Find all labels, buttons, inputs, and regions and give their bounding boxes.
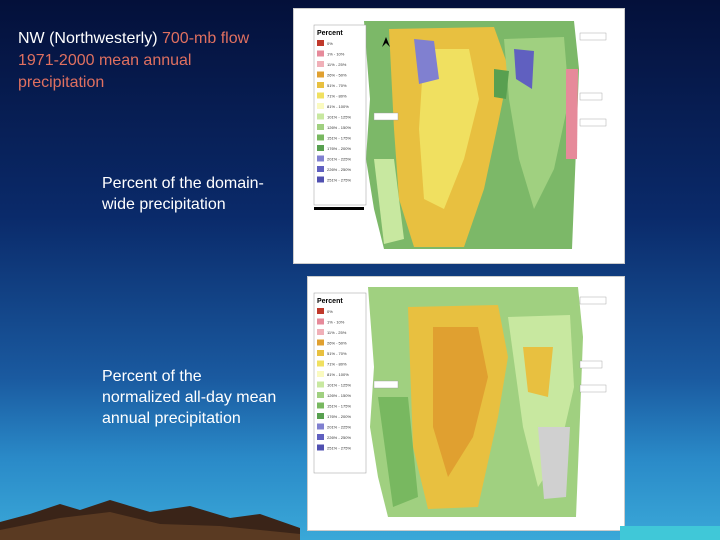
slide-title: NW (Northwesterly) 700-mb flow 1971-2000… xyxy=(18,28,278,94)
precip-map-bottom-graphic: Percent 0% 1% - 10% 11% - 25% 26% - 50% 51% … xyxy=(308,277,624,530)
legend-top-item-label: 251% - 275% xyxy=(327,178,351,183)
legend-top-item-swatch xyxy=(317,92,324,99)
legend-bottom-item-label: 251% - 275% xyxy=(327,446,351,451)
legend-bottom-item-label: 176% - 200% xyxy=(327,414,351,419)
legend-bottom-item-label: 81% - 100% xyxy=(327,372,349,377)
legend-top-item-label: 81% - 100% xyxy=(327,104,349,109)
legend-bottom-item-swatch xyxy=(317,381,324,388)
legend-bottom-item-swatch xyxy=(317,444,324,451)
north-arrow-icon xyxy=(382,37,390,47)
legend-bottom-item-swatch xyxy=(317,360,324,367)
legend-bottom-item-swatch xyxy=(317,350,324,356)
precip-map-top-graphic: Percent 0% 1% - 10% 11% - 25% 26% - 50% 51% … xyxy=(294,9,624,263)
legend-top-item-label: 11% - 25% xyxy=(327,62,347,67)
legend-top-item-label: 51% - 70% xyxy=(327,83,347,88)
label-top-map: Percent of the domain-wide precipitation xyxy=(102,175,264,213)
legend-bottom-item-label: 0% xyxy=(327,309,333,314)
legend-bottom-item-label: 126% - 150% xyxy=(327,393,351,398)
legend-top-item-swatch xyxy=(317,71,324,78)
legend-top-item-label: 101% - 125% xyxy=(327,115,351,120)
legend-bottom-item-label: 201% - 225% xyxy=(327,425,351,430)
legend-top-item-label: 176% - 200% xyxy=(327,146,351,151)
legend-bottom-item-swatch xyxy=(317,371,324,377)
legend-top-item-swatch xyxy=(317,155,324,162)
legend-top-item-swatch xyxy=(317,82,324,88)
legend-bottom-item-label: 11% - 25% xyxy=(327,330,347,335)
legend-title-bottom: Percent xyxy=(317,298,343,305)
legend-top-item-swatch xyxy=(317,61,324,67)
mountain-horizon-graphic xyxy=(0,500,720,540)
legend-top-item-swatch xyxy=(317,145,324,151)
legend-bottom-item-label: 1% - 10% xyxy=(327,320,345,325)
slide-title-rest: 700-mb flow 1971-2000 mean annual precip… xyxy=(18,30,250,91)
legend-top-item-label: 1% - 10% xyxy=(327,52,345,57)
precip-map-bottom: Percent 0% 1% - 10% 11% - 25% 26% - 50% 51% … xyxy=(307,276,625,531)
legend-top-item-label: 201% - 225% xyxy=(327,157,351,162)
legend-bottom-item-label: 101% - 125% xyxy=(327,383,351,388)
slide-title-bold: NW (Northwesterly) xyxy=(18,30,158,47)
legend-top-item-label: 226% - 250% xyxy=(327,167,351,172)
legend-top-item-label: 71% - 80% xyxy=(327,94,347,99)
legend-top-item-label: 126% - 150% xyxy=(327,125,351,130)
legend-bottom-item-label: 226% - 250% xyxy=(327,435,351,440)
legend-bottom-item-swatch xyxy=(317,434,324,440)
legend-top-item-label: 26% - 50% xyxy=(327,73,347,78)
legend-bottom-item-swatch xyxy=(317,329,324,335)
legend-top-item-swatch xyxy=(317,40,324,46)
legend-bottom-item-swatch xyxy=(317,413,324,419)
legend-top-item-label: 0% xyxy=(327,41,333,46)
legend-title-top: Percent xyxy=(317,30,343,37)
legend-bottom-item-swatch xyxy=(317,339,324,346)
legend-top-item-swatch xyxy=(317,50,324,57)
label-bottom-map: Percent of the normalized all-day mean a… xyxy=(102,368,277,427)
legend-bottom-item-swatch xyxy=(317,392,324,398)
legend-bottom-item-swatch xyxy=(317,402,324,409)
legend-bottom-item-label: 71% - 80% xyxy=(327,362,347,367)
legend-bottom-item-swatch xyxy=(317,308,324,314)
legend-top-item-swatch xyxy=(317,176,324,183)
legend-top-item-swatch xyxy=(317,166,324,172)
legend-bottom-item-swatch xyxy=(317,423,324,430)
legend-bottom-item-label: 51% - 70% xyxy=(327,351,347,356)
legend-bottom-item-label: 26% - 50% xyxy=(327,341,347,346)
legend-top-item-swatch xyxy=(317,103,324,109)
legend-top-item-swatch xyxy=(317,113,324,120)
legend-top-item-swatch xyxy=(317,134,324,141)
legend-top-item-swatch xyxy=(317,124,324,130)
legend-top-item-label: 151% - 175% xyxy=(327,136,351,141)
legend-bottom-item-label: 151% - 175% xyxy=(327,404,351,409)
precip-map-top: Percent 0% 1% - 10% 11% - 25% 26% - 50% 51% … xyxy=(293,8,625,264)
legend-bottom-item-swatch xyxy=(317,318,324,325)
